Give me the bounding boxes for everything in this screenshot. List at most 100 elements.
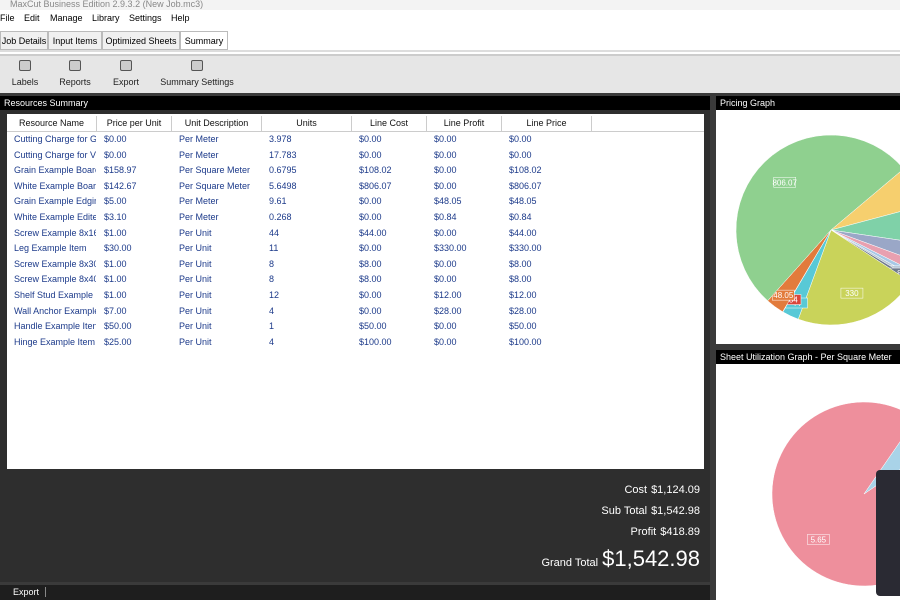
column-header: Line Price bbox=[502, 116, 592, 131]
table-cell: $28.00 bbox=[434, 305, 462, 316]
export-button[interactable]: Export bbox=[13, 587, 47, 597]
table-cell: 44 bbox=[269, 227, 280, 238]
table-cell: Wall Anchor Example bbox=[14, 305, 96, 316]
total-value: $1,124.09 bbox=[651, 484, 700, 496]
table-cell: Shelf Stud Example I bbox=[14, 290, 96, 300]
table-cell: $7.00 bbox=[104, 305, 127, 316]
table-cell: $806.07 bbox=[509, 180, 542, 191]
label-box bbox=[773, 177, 796, 188]
tab[interactable]: Optimized Sheets bbox=[102, 31, 180, 50]
panel-title: Pricing Graph bbox=[716, 96, 900, 110]
table-cell: Leg Example Item bbox=[14, 243, 87, 254]
toolbar-button[interactable]: Summary Settings bbox=[158, 58, 236, 90]
table-cell: Per Unit bbox=[179, 243, 212, 254]
sheet-pie: 5.65 bbox=[771, 401, 900, 587]
grand-total-value: $1,542.98 bbox=[602, 546, 700, 571]
table-cell: 4 bbox=[269, 305, 275, 316]
table-cell: $8.00 bbox=[509, 258, 532, 269]
taskbar-overlay bbox=[876, 470, 900, 596]
table-cell: $50.00 bbox=[104, 321, 132, 332]
table-cell: Hinge Example Item bbox=[14, 336, 96, 347]
total-label: Sub Total bbox=[601, 505, 648, 517]
slice-label: 806.07 bbox=[772, 178, 797, 187]
toolbar: Labels Reports Export Summary Settings bbox=[0, 54, 900, 94]
toolbar-icon bbox=[69, 60, 81, 71]
table-cell: $50.00 bbox=[359, 321, 387, 332]
table-cell: Per Square Meter bbox=[179, 165, 251, 176]
table-cell: Per Meter bbox=[179, 196, 219, 207]
sheet-panel: Sheet Utilization Graph - Per Square Met… bbox=[716, 350, 900, 600]
table-cell: $0.00 bbox=[434, 258, 457, 269]
pie-slice bbox=[771, 401, 900, 587]
footer: Export bbox=[0, 585, 710, 600]
toolbar-button[interactable]: Labels bbox=[8, 58, 42, 90]
table-cell: $30.00 bbox=[104, 243, 132, 254]
table-cell: 3.978 bbox=[269, 134, 292, 144]
toolbar-icon bbox=[19, 60, 31, 71]
table-cell: White Example Boar bbox=[14, 180, 96, 191]
table-cell: $0.00 bbox=[104, 149, 127, 160]
table-cell: $100.00 bbox=[509, 336, 542, 347]
pie-slice bbox=[863, 441, 900, 495]
menu-item[interactable]: Edit bbox=[24, 13, 40, 23]
toolbar-icon bbox=[191, 60, 203, 71]
total-label: Profit bbox=[630, 526, 657, 538]
table-cell: Cutting Charge for V bbox=[14, 149, 96, 160]
table-cell: 9.61 bbox=[269, 196, 287, 207]
pie-slice bbox=[735, 134, 900, 302]
table-cell: $12.00 bbox=[434, 290, 462, 300]
panel-title: Sheet Utilization Graph - Per Square Met… bbox=[716, 350, 900, 364]
table-cell: 8 bbox=[269, 274, 275, 285]
table-cell: $8.00 bbox=[509, 274, 532, 285]
tab[interactable]: Summary bbox=[180, 31, 228, 50]
table-cell: Grain Example Edgin bbox=[14, 196, 96, 207]
table-cell: 5.6498 bbox=[269, 180, 297, 191]
table-cell: $330.00 bbox=[509, 243, 542, 254]
toolbar-button[interactable]: Export bbox=[110, 58, 142, 90]
table-cell: $44.00 bbox=[359, 227, 387, 238]
table-cell: Per Unit bbox=[179, 321, 212, 332]
total-row: Cost $1,124.09 bbox=[624, 484, 700, 496]
menu-item[interactable]: Settings bbox=[129, 13, 162, 23]
table-cell: 4 bbox=[269, 336, 275, 347]
label-box bbox=[807, 534, 830, 545]
pie-slice bbox=[830, 211, 900, 241]
table-cell: $0.00 bbox=[434, 274, 457, 285]
toolbar-label: Labels bbox=[11, 77, 39, 87]
table-cell: $0.00 bbox=[359, 134, 382, 144]
total-value: $1,542.98 bbox=[651, 505, 700, 517]
table-cell: $0.00 bbox=[509, 134, 532, 144]
table-cell: $8.00 bbox=[359, 258, 382, 269]
table-cell: Cutting Charge for G bbox=[14, 134, 96, 144]
table-header: Resource Name Price per Unit Unit Descript… bbox=[7, 116, 704, 132]
column-header: Line Profit bbox=[427, 116, 502, 131]
tab-bar: Job Details Input Items Optimized Sheets Su… bbox=[0, 28, 900, 52]
table-cell: $108.02 bbox=[359, 165, 392, 176]
slice-label: 330 bbox=[845, 289, 859, 298]
table-cell: $330.00 bbox=[434, 243, 467, 254]
menu-item[interactable]: Library bbox=[92, 13, 120, 23]
toolbar-label: Summary Settings bbox=[160, 77, 234, 87]
total-row: Profit $418.89 bbox=[631, 526, 700, 538]
table-cell: $0.00 bbox=[359, 196, 382, 207]
table-cell: $0.00 bbox=[434, 165, 457, 176]
table-cell: $142.67 bbox=[104, 180, 137, 191]
column-header: Line Cost bbox=[352, 116, 427, 131]
toolbar-button[interactable]: Reports bbox=[56, 58, 94, 90]
menu-item[interactable]: Manage bbox=[50, 13, 83, 23]
total-row: Sub Total $1,542.98 bbox=[601, 505, 700, 517]
menu-item[interactable]: Help bbox=[171, 13, 190, 23]
menu-item[interactable]: File bbox=[0, 13, 15, 23]
table-cell: $0.00 bbox=[359, 212, 382, 222]
menu-bar: File Edit Manage Library Settings Help bbox=[0, 12, 900, 26]
table-cell: 1 bbox=[269, 321, 275, 332]
table-cell: $1.00 bbox=[104, 290, 127, 300]
table-cell: $48.05 bbox=[509, 196, 537, 207]
table-cell: 0.6795 bbox=[269, 165, 297, 176]
tab[interactable]: Job Details bbox=[0, 31, 48, 50]
toolbar-label: Reports bbox=[59, 77, 91, 87]
tab[interactable]: Input Items bbox=[48, 31, 102, 50]
resources-table: Resource Name Price per Unit Unit Descript… bbox=[7, 114, 704, 469]
table-cell: $3.10 bbox=[104, 212, 127, 222]
